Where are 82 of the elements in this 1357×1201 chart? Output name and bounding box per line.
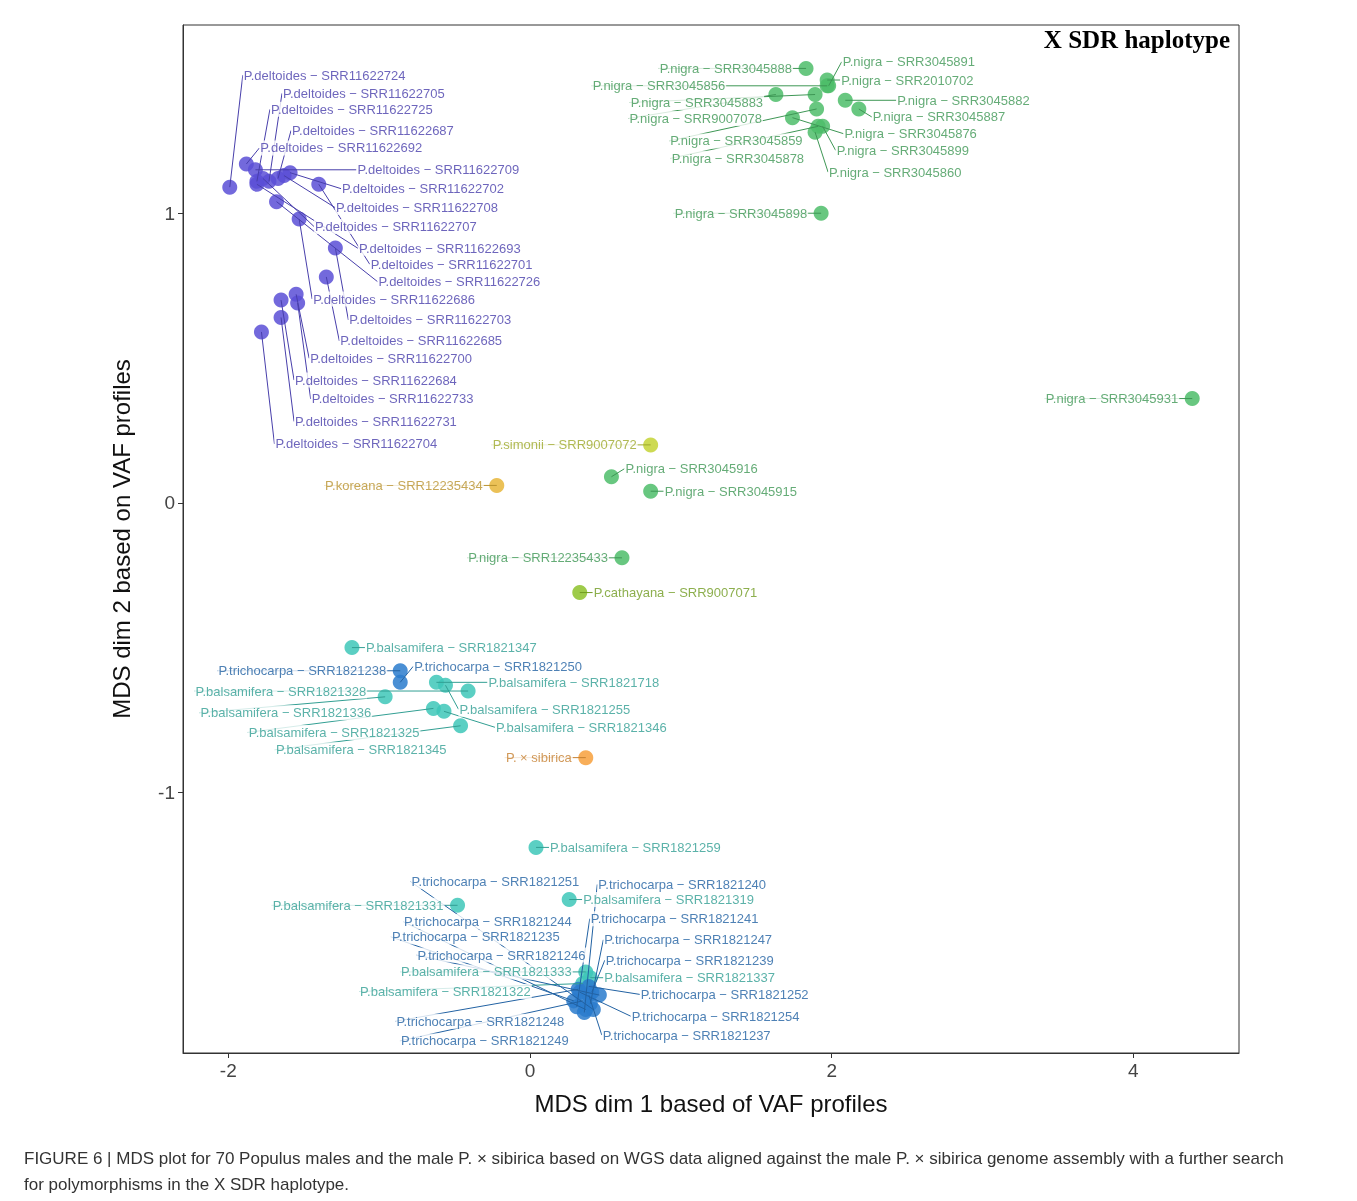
annotation: P.balsamifera − SRR1821322 xyxy=(360,984,531,999)
y-tick-label: 1 xyxy=(164,202,175,224)
annotation: P.nigra − SRR3045888 xyxy=(659,60,793,76)
annotation: P.deltoides − SRR11622707 xyxy=(314,218,477,234)
annotation: P.trichocarpa − SRR1821250 xyxy=(414,658,583,674)
annotation: P.balsamifera − SRR1821331 xyxy=(272,897,444,913)
annotation: P.deltoides − SRR11622726 xyxy=(378,274,541,290)
annotation: P.deltoides − SRR11622703 xyxy=(349,312,512,328)
y-tick-label: 0 xyxy=(164,492,175,514)
annotation: P.balsamifera − SRR1821718 xyxy=(488,674,660,690)
annotation: P.balsamifera − SRR1821333 xyxy=(401,964,572,980)
x-tick-label: 4 xyxy=(1128,1060,1140,1081)
annotation: P.deltoides − SRR11622733 xyxy=(311,391,474,407)
annotation: P.trichocarpa − SRR1821248 xyxy=(396,1013,565,1029)
annotation: P.trichocarpa − SRR1821247 xyxy=(604,932,773,948)
annotation: P.deltoides − SRR11622693 xyxy=(358,240,521,256)
annotation: P.nigra − SRR3045878 xyxy=(671,150,805,166)
annotation: P.nigra − SRR3045883 xyxy=(630,95,764,110)
x-tick-label: 2 xyxy=(826,1060,837,1081)
annotation: P.balsamifera − SRR1821325 xyxy=(248,724,420,740)
caption: FIGURE 6 | MDS plot for 70 Populus males and the male P. × sibirica based on WGS data aligned against the male P. × sibirica genome assembly with a further search for polymorphisms in the X SDR haplotype. xyxy=(24,1148,1289,1194)
annotation: P.trichocarpa − SRR1821239 xyxy=(605,952,774,968)
annotation: P.nigra − SRR3045898 xyxy=(674,205,808,221)
annotation: P.deltoides − SRR11622709 xyxy=(357,162,520,178)
annotation: P.deltoides − SRR11622724 xyxy=(243,67,406,83)
annotation: P.trichocarpa − SRR1821249 xyxy=(400,1033,569,1049)
annotation: P.balsamifera − SRR1821336 xyxy=(200,705,372,721)
annotation: P.nigra − SRR3045899 xyxy=(836,142,970,158)
annotation: P.balsamifera − SRR1821319 xyxy=(583,892,754,908)
annotation: P.deltoides − SRR11622685 xyxy=(340,333,503,349)
annotation: P.deltoides − SRR11622687 xyxy=(292,122,454,138)
annotation: P.trichocarpa − SRR1821235 xyxy=(391,929,560,945)
annotation: P.koreana − SRR12235434 xyxy=(325,477,483,493)
annotation: P.deltoides − SRR11622725 xyxy=(270,101,433,117)
annotation: P.trichocarpa − SRR1821237 xyxy=(602,1027,771,1043)
annotation: P.trichocarpa − SRR1821241 xyxy=(590,911,759,927)
annotation: P.deltoides − SRR11622686 xyxy=(313,291,475,307)
annotation: P.deltoides − SRR11622684 xyxy=(295,372,457,388)
x-tick-label: -2 xyxy=(219,1060,237,1081)
annotation: P.deltoides − SRR11622701 xyxy=(370,256,533,272)
annotation: P.trichocarpa − SRR1821244 xyxy=(403,914,572,930)
annotation: P.balsamifera − SRR1821346 xyxy=(495,719,667,735)
annotation: P.deltoides − SRR11622700 xyxy=(310,350,472,366)
annotation: P.trichocarpa − SRR1821254 xyxy=(631,1008,800,1024)
annotation: P.balsamifera − SRR1821255 xyxy=(459,701,631,717)
annotation: P.trichocarpa − SRR1821252 xyxy=(640,986,809,1002)
annotation: P.deltoides − SRR11622702 xyxy=(342,181,504,197)
y-tick-label: -1 xyxy=(158,781,175,803)
annotation: P.balsamifera − SRR1821347 xyxy=(365,640,537,656)
annotation: P.balsamifera − SRR1821345 xyxy=(275,742,447,758)
annotation: P.trichocarpa − SRR1821246 xyxy=(417,947,586,963)
annotation: P.deltoides − SRR11622705 xyxy=(282,85,445,101)
annotation: P.nigra − SRR3045882 xyxy=(897,92,1030,108)
annotation: P. × sibirica xyxy=(505,750,573,766)
y-axis-title: MDS dim 2 based on VAF profiles xyxy=(107,359,135,719)
annotation: P.cathayana − SRR9007071 xyxy=(593,585,758,601)
annotation: P.simonii − SRR9007072 xyxy=(492,437,637,453)
annotation: P.deltoides − SRR11622731 xyxy=(295,413,457,429)
annotation: P.deltoides − SRR11622692 xyxy=(260,140,423,156)
annotation: P.nigra − SRR3045887 xyxy=(872,109,1006,125)
x-tick-label: 0 xyxy=(524,1060,536,1081)
annotation: P.balsamifera − SRR1821328 xyxy=(195,683,367,699)
annotation: P.nigra − SRR3045916 xyxy=(625,461,758,477)
annotation: P.nigra − SRR3045859 xyxy=(670,133,803,149)
annotation: P.nigra − SRR2010702 xyxy=(841,72,974,88)
annotation: P.trichocarpa − SRR1821251 xyxy=(411,874,580,890)
annotation: P.nigra − SRR3045876 xyxy=(844,126,977,142)
annotation: P.deltoides − SRR11622708 xyxy=(336,200,498,216)
annotation: P.nigra − SRR9007078 xyxy=(629,111,762,126)
annotation: P.trichocarpa − SRR1821240 xyxy=(598,876,767,892)
annotation: P.nigra − SRR12235433 xyxy=(468,550,608,566)
chart-title: X SDR haplotype xyxy=(1043,26,1231,53)
annotation: P.balsamifera − SRR1821337 xyxy=(604,970,775,986)
annotation: P.nigra − SRR3045860 xyxy=(829,164,962,180)
annotation: P.nigra − SRR3045915 xyxy=(664,483,798,499)
annotation: P.balsamifera − SRR1821259 xyxy=(550,839,721,855)
x-axis-title: MDS dim 1 based of VAF profiles xyxy=(534,1089,888,1117)
annotation: P.nigra − SRR3045931 xyxy=(1045,391,1179,407)
annotation: P.trichocarpa − SRR1821238 xyxy=(218,663,387,679)
annotation: P.nigra − SRR3045891 xyxy=(842,54,976,70)
annotation: P.nigra − SRR3045856 xyxy=(592,78,726,94)
annotation: P.deltoides − SRR11622704 xyxy=(275,436,438,452)
